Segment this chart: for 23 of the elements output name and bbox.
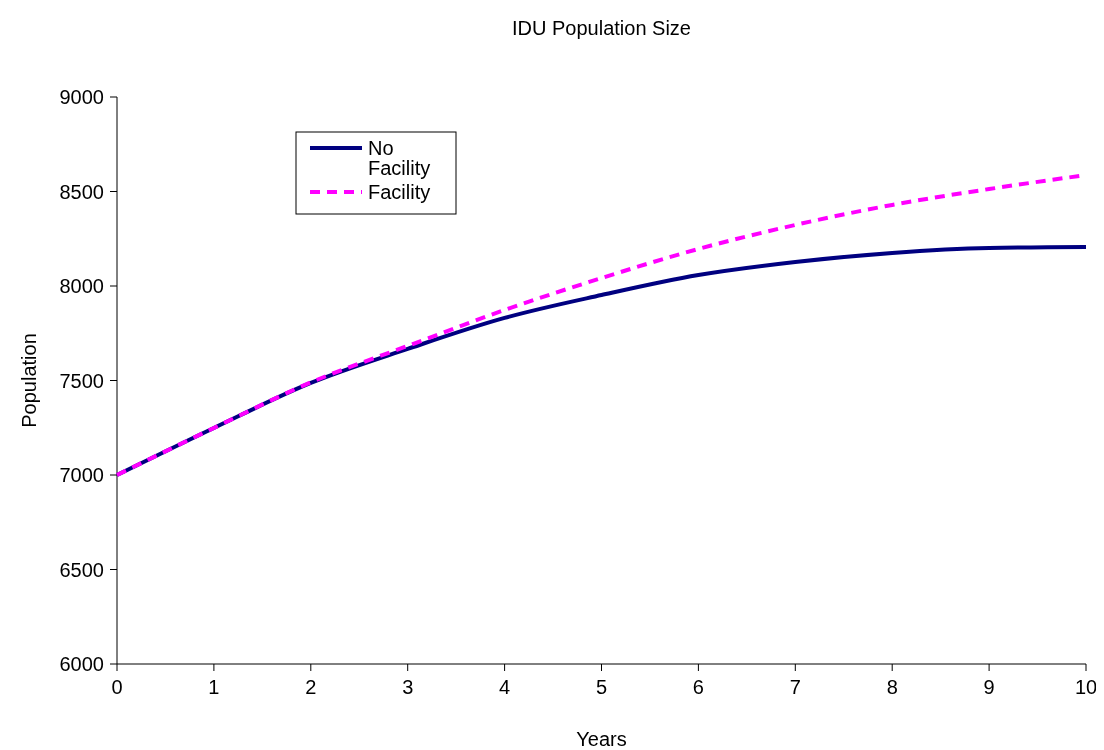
x-tick-label: 10 [1074,676,1098,698]
y-tick-label: 7000 [59,464,104,486]
y-tick-label: 7500 [59,369,104,392]
x-tick-label: 8 [886,676,898,698]
chart-title: IDU Population Size [512,17,691,39]
x-tick-label: 9 [983,676,995,698]
x-tick-label: 6 [692,676,704,698]
x-tick-label: 7 [789,676,801,698]
y-axis-title: Population [18,333,40,428]
y-tick-label: 8500 [59,180,104,203]
legend-label: Facility [368,181,431,203]
x-tick-label: 5 [595,676,608,698]
x-tick-label: 2 [305,676,317,698]
y-tick-label: 6000 [59,653,104,675]
x-tick-label: 4 [499,676,511,698]
x-tick-label: 3 [402,676,414,698]
x-tick-label: 1 [208,676,220,698]
x-axis-title: Years [576,728,627,750]
y-tick-label: 8000 [59,275,104,297]
x-tick-label: 0 [111,676,123,698]
legend-label: No Facility [368,137,431,179]
y-tick-label: 6500 [59,558,104,581]
y-tick-label: 9000 [59,86,104,108]
